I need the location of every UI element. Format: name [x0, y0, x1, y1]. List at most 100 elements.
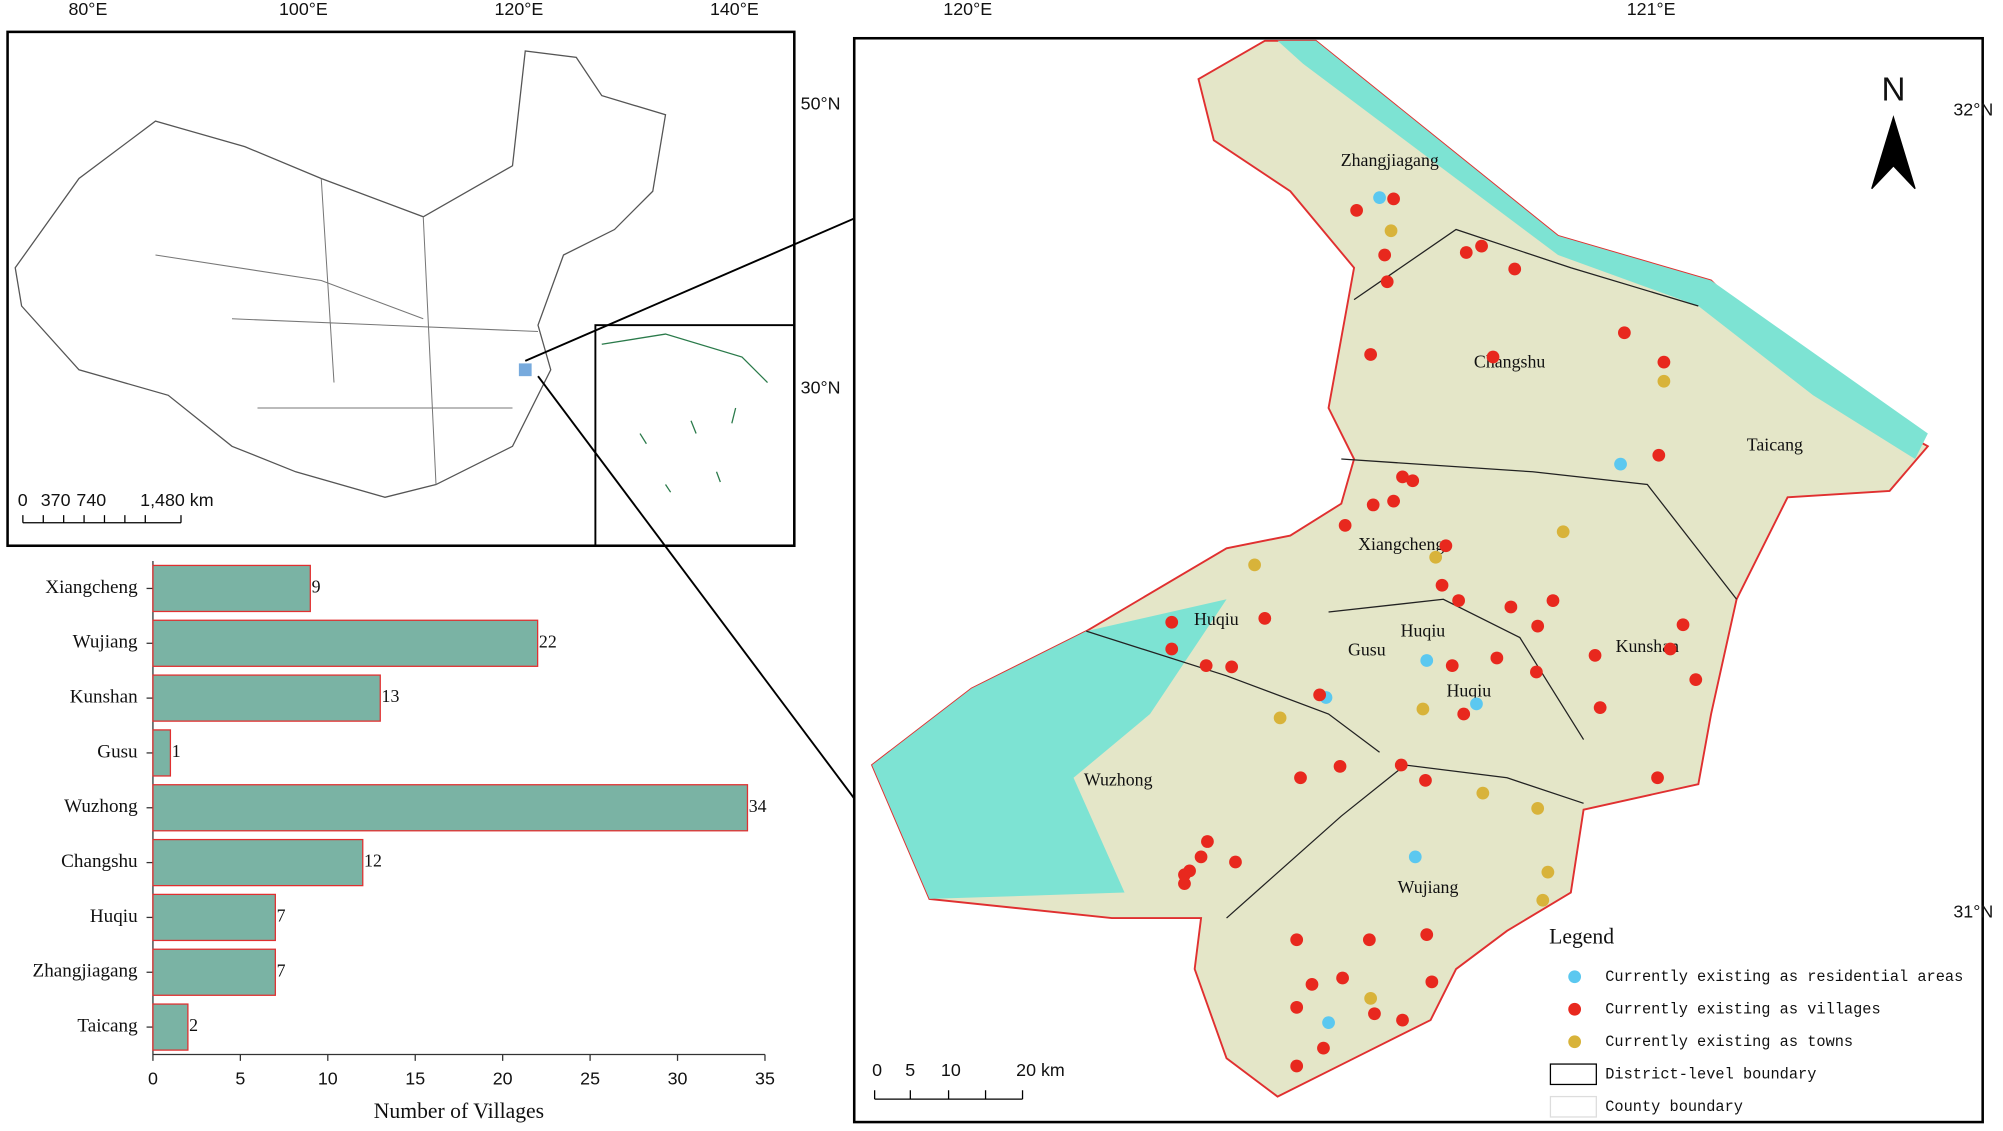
lat-label: 30°N	[801, 378, 841, 398]
lat-label: 50°N	[801, 93, 841, 113]
site-dot	[1452, 594, 1465, 607]
site-dot	[1420, 928, 1434, 942]
legend-label: County boundary	[1605, 1098, 1743, 1116]
site-dot	[1536, 893, 1550, 907]
x-tick-label: 10	[318, 1069, 338, 1089]
place-label: Zhangjiagang	[1341, 150, 1439, 170]
bar	[152, 729, 172, 777]
site-dot	[1290, 1000, 1304, 1014]
site-dot	[1201, 835, 1214, 848]
site-dot	[1651, 771, 1664, 785]
x-tick-label: 20	[493, 1069, 513, 1089]
site-dot	[1618, 326, 1631, 340]
site-dot	[1530, 665, 1543, 679]
lat-label: 31°N	[1953, 902, 1993, 922]
site-dot	[1364, 992, 1378, 1005]
site-dot	[1689, 673, 1703, 686]
y-tick-label: Zhangjiagang	[33, 961, 139, 982]
bar	[152, 893, 276, 942]
site-dot	[1322, 1016, 1335, 1029]
site-dot	[1657, 355, 1671, 369]
site-dot	[1387, 192, 1400, 206]
value-label: 1	[172, 741, 181, 761]
x-tick-label: 15	[405, 1069, 425, 1089]
y-tick-label: Huqiu	[90, 906, 138, 927]
site-dot	[1258, 612, 1272, 625]
y-tick-label: Gusu	[97, 741, 138, 762]
site-dot	[1362, 933, 1376, 947]
y-tick-label: Taicang	[77, 1015, 138, 1036]
site-dot	[1338, 518, 1352, 532]
place-label: Huqiu	[1194, 609, 1239, 629]
site-dot	[1531, 802, 1545, 815]
place-label: Gusu	[1348, 640, 1386, 660]
x-tick-label: 25	[580, 1069, 600, 1089]
site-dot	[1429, 550, 1443, 564]
site-dot	[1178, 868, 1191, 882]
site-dot	[1396, 1013, 1409, 1027]
site-dot	[1588, 649, 1602, 662]
value-label: 13	[382, 686, 400, 706]
taihu-lake	[872, 599, 1227, 899]
x-tick-label: 35	[755, 1069, 775, 1089]
site-dot	[1396, 470, 1409, 484]
site-dot	[1406, 474, 1420, 488]
bar	[152, 784, 749, 832]
lon-label: 121°E	[1627, 0, 1676, 19]
legend-symbol	[1549, 1063, 1597, 1086]
site-dot	[1408, 850, 1422, 864]
lon-label: 80°E	[68, 0, 107, 19]
scale-bar	[873, 1090, 1024, 1100]
suzhou-area	[870, 39, 1930, 1098]
scale-label: 370	[41, 490, 71, 510]
legend-label: Currently existing as residential areas	[1605, 968, 1963, 986]
site-dot	[1366, 498, 1380, 512]
scale-label: 1,480 km	[140, 490, 213, 510]
scale-label: 10	[941, 1060, 961, 1080]
bar	[152, 674, 381, 722]
scale-label: 0	[872, 1060, 882, 1080]
lon-label: 120°E	[943, 0, 992, 19]
value-label: 34	[749, 796, 767, 816]
site-dot	[1394, 758, 1408, 772]
site-dot	[1290, 933, 1304, 947]
value-label: 9	[312, 577, 321, 597]
north-arrow	[1871, 115, 1916, 190]
site-dot	[1317, 1041, 1330, 1055]
site-dot	[1165, 642, 1179, 656]
y-tick-label: Changshu	[61, 851, 138, 872]
site-dot	[1476, 786, 1490, 800]
bar	[152, 564, 311, 613]
x-axis-title: Number of Villages	[374, 1099, 544, 1123]
place-label: Wujiang	[1398, 877, 1459, 897]
scale-label: 5	[905, 1060, 915, 1080]
site-dot	[1475, 239, 1488, 253]
bar	[152, 948, 276, 996]
site-dot	[1546, 594, 1560, 607]
legend-symbol	[1549, 1095, 1597, 1118]
site-dot	[1384, 224, 1398, 238]
lon-label: 100°E	[279, 0, 328, 19]
province-lines	[155, 178, 539, 485]
site-dot	[1490, 651, 1504, 665]
site-dot	[1457, 707, 1471, 721]
place-label: Xiangcheng	[1358, 534, 1444, 554]
site-dot	[1663, 642, 1677, 656]
bar	[152, 1003, 189, 1051]
bar	[152, 838, 364, 887]
place-label: Huqiu	[1447, 680, 1492, 700]
legend-title: Legend	[1549, 924, 1614, 948]
scale-label: 20 km	[1016, 1060, 1065, 1080]
x-tick-label: 0	[148, 1069, 158, 1089]
site-dot	[1416, 702, 1430, 716]
south-sea-islands	[601, 333, 768, 493]
site-dot	[1378, 248, 1392, 262]
scale-bar	[22, 515, 182, 524]
site-dot	[1556, 525, 1570, 539]
site-dot	[1336, 971, 1349, 985]
site-dot	[1373, 191, 1386, 205]
site-dot	[1294, 771, 1307, 785]
place-label: Kunshan	[1616, 636, 1680, 656]
legend-label: Currently existing as villages	[1605, 1000, 1880, 1018]
